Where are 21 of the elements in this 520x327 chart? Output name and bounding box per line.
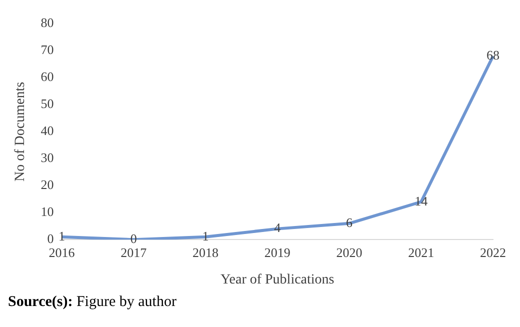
y-tick-label: 50 (40, 96, 54, 112)
y-axis-title: No of Documents (13, 82, 28, 182)
data-label: 1 (58, 228, 66, 244)
x-tick-label: 2022 (480, 244, 506, 260)
data-label: 68 (486, 48, 500, 63)
x-tick-label: 2018 (192, 244, 219, 260)
y-tick-label: 40 (40, 123, 54, 138)
x-axis-title: Year of Publications (220, 272, 334, 288)
y-tick-label: 10 (40, 204, 54, 220)
source-note: Source(s): Figure by author (8, 294, 176, 310)
x-tick-label: 2017 (120, 244, 148, 260)
y-tick-label: 70 (40, 42, 54, 58)
y-tick-label: 20 (40, 177, 54, 192)
y-tick-label: 0 (47, 231, 54, 246)
y-tick-label: 60 (40, 69, 54, 84)
x-tick-label: 2016 (48, 244, 76, 260)
y-tick-label: 30 (40, 150, 54, 166)
y-tick-label: 80 (40, 15, 54, 30)
x-tick-label: 2019 (264, 244, 290, 260)
x-tick-label: 2021 (408, 244, 434, 260)
x-tick-label: 2020 (336, 244, 362, 260)
